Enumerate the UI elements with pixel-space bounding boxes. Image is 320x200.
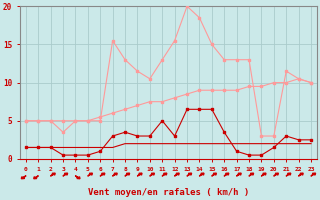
X-axis label: Vent moyen/en rafales ( km/h ): Vent moyen/en rafales ( km/h )	[88, 188, 249, 197]
